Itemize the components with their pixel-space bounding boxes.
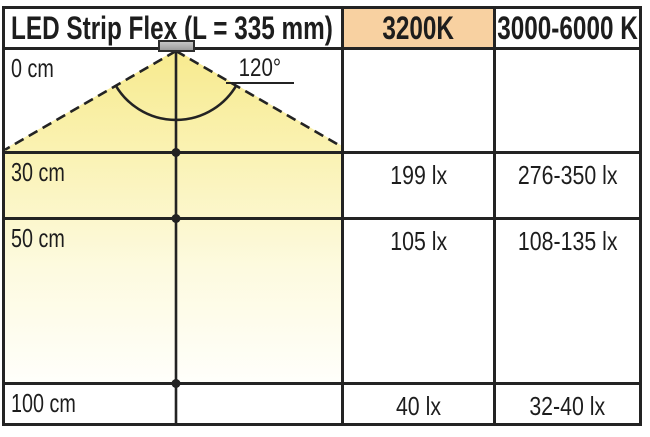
distance-label-0cm: 0 cm (11, 53, 54, 83)
lux-value-100cm-3200k: 40 lx (395, 391, 442, 421)
distance-marker-100cm (171, 379, 181, 388)
beam-angle-label: 120° (226, 54, 294, 84)
header-product-cell: LED Strip Flex (L = 335 mm) (5, 9, 341, 47)
led-strip-fixture-icon (158, 40, 195, 52)
lux-value-30cm-3200k: 199 lx (390, 160, 447, 190)
lux-value-50cm-range: 108-135 lx (517, 226, 618, 256)
distance-label-50cm: 50 cm (11, 223, 65, 253)
distance-label-100cm: 100 cm (11, 388, 76, 418)
header-3000-6000k-cell: 3000-6000 K (496, 9, 639, 47)
beam-angle-value: 120° (238, 54, 282, 82)
beam-angle-arc (114, 84, 238, 122)
column-divider (341, 6, 344, 426)
header-3200k-cell: 3200K (344, 9, 493, 47)
header-3200k-label: 3200K (382, 9, 455, 46)
column-divider (493, 6, 496, 426)
row-divider (2, 382, 642, 385)
row-divider (2, 47, 642, 50)
beam-geometry (5, 50, 341, 424)
distance-marker-30cm (171, 148, 181, 157)
distance-label-30cm: 30 cm (11, 157, 65, 187)
row-divider (2, 151, 642, 154)
lux-value-100cm-range: 32-40 lx (529, 391, 606, 421)
table-frame (2, 6, 642, 426)
beam-edge-left-dashed-line (5, 50, 177, 151)
distance-marker-50cm (171, 214, 181, 223)
product-title: LED Strip Flex (L = 335 mm) (11, 9, 333, 46)
lux-value-50cm-3200k: 105 lx (390, 226, 447, 256)
header-3000-6000k-label: 3000-6000 K (497, 9, 638, 46)
lux-value-30cm-range: 276-350 lx (517, 160, 618, 190)
row-divider (2, 217, 642, 220)
